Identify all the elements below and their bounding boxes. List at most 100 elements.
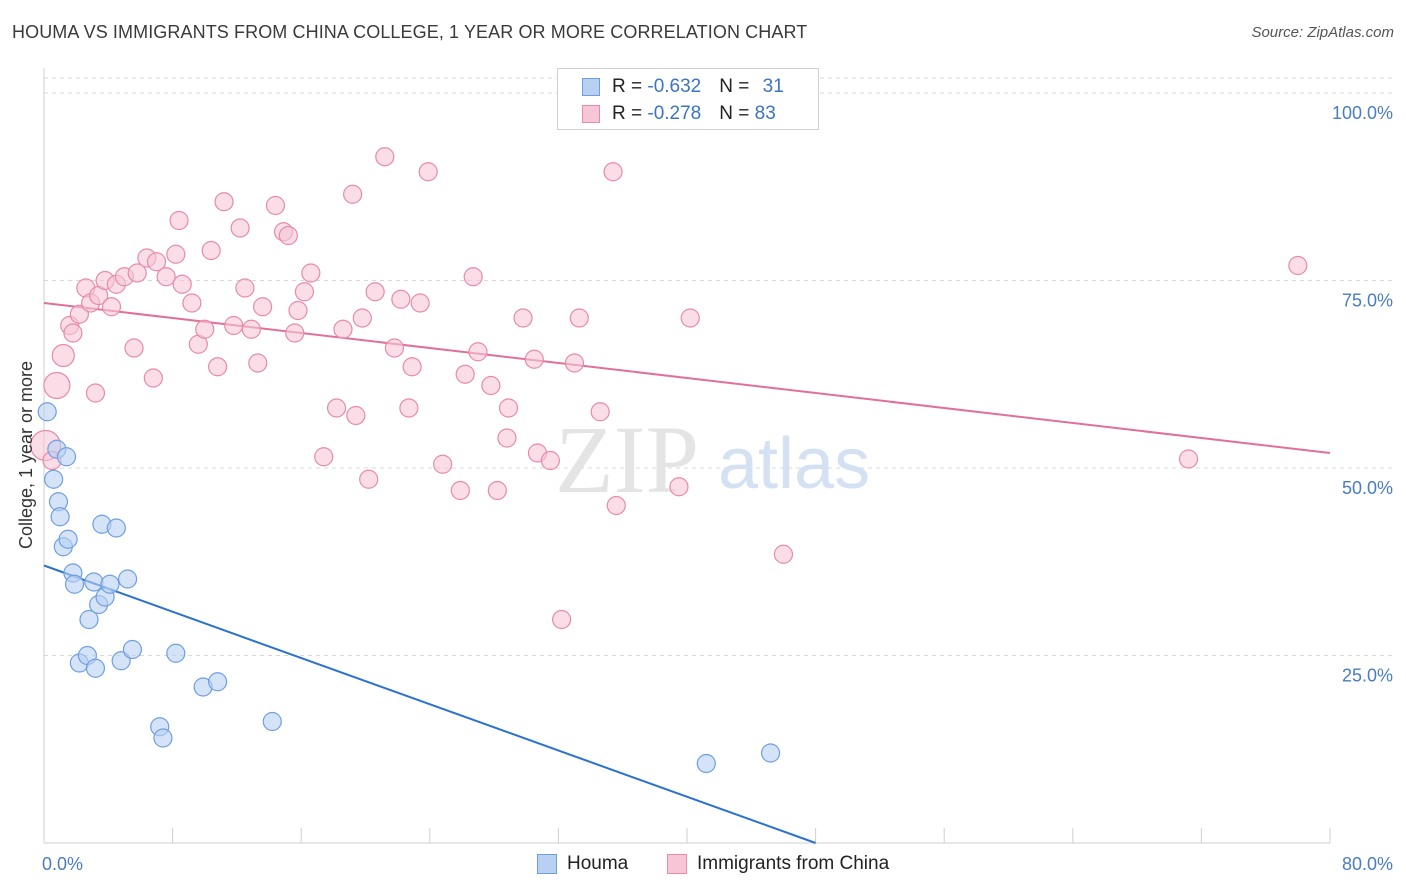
houma-point [119,570,137,588]
watermark-atlas: atlas [718,424,870,504]
china-point [451,482,469,500]
china-point [266,197,284,215]
china-point [488,482,506,500]
china-legend-icon [667,854,687,874]
houma-point [154,729,172,747]
houma-trend-line [44,566,816,844]
china-point [366,283,384,301]
china-point [525,350,543,368]
correlation-legend: R = -0.632 N = 31 R = -0.278 N = 83 [557,68,819,130]
china-point [419,163,437,181]
china-point [553,611,571,629]
china-point [157,268,175,286]
china-point [236,279,254,297]
y-tick-label: 100.0% [1332,103,1393,123]
china-point [385,339,403,357]
china-point [103,298,121,316]
china-point [173,275,191,293]
china-point [514,309,532,327]
houma-point [101,575,119,593]
bottom-legend-china: Immigrants from China [667,852,889,876]
china-n-label: N = [719,103,754,125]
china-swatch-icon [582,105,600,123]
china-point [52,345,74,367]
gridlines [44,78,1392,656]
china-point [289,302,307,320]
china-point [44,373,70,399]
china-point [286,324,304,342]
china-point [1289,257,1307,275]
scatter-chart: ZIP atlas 25.0%50.0%75.0%100.0%0.0% 80.0%… [0,0,1406,892]
china-point [315,448,333,466]
china-point [392,290,410,308]
houma-point [51,508,69,526]
trend-lines [44,303,1330,843]
bottom-legend-houma: Houma [537,852,628,876]
china-point [400,399,418,417]
x-tick-label-max: 80.0% [1342,854,1393,874]
china-point [242,320,260,338]
china-point [482,377,500,395]
china-point [360,470,378,488]
china-r-value: -0.278 [647,103,701,125]
china-point [464,268,482,286]
china-point [167,245,185,263]
houma-point [167,644,185,662]
china-point [347,407,365,425]
china-point [170,212,188,230]
china-point [1180,450,1198,468]
china-point [456,365,474,383]
china-point [209,358,227,376]
china-point [215,193,233,211]
china-point [774,545,792,563]
china-point [225,317,243,335]
china-point [344,185,362,203]
china-point [86,384,104,402]
china-point [498,429,516,447]
china-point [565,354,583,372]
china-point [541,452,559,470]
houma-n-value: 31 [763,76,784,98]
china-point [570,309,588,327]
houma-point [107,519,125,537]
houma-point [38,403,56,421]
china-point [183,294,201,312]
china-point [64,324,82,342]
china-point [231,219,249,237]
houma-legend-icon [537,854,557,874]
china-point [469,343,487,361]
y-tick-label: 75.0% [1342,291,1393,311]
china-point [403,358,421,376]
china-point [500,399,518,417]
watermark: ZIP atlas [555,406,870,513]
houma-point [86,659,104,677]
houma-swatch-icon [582,78,600,96]
x-tick-label-min: 0.0% [42,854,83,874]
houma-n-label: N = [719,76,754,98]
china-point [202,242,220,260]
china-n-value: 83 [755,103,776,125]
china-point [254,298,272,316]
china-point [328,399,346,417]
china-point [295,283,313,301]
y-tick-label: 50.0% [1342,478,1393,498]
houma-point [762,744,780,762]
houma-point [58,448,76,466]
china-point [279,227,297,245]
houma-point [66,575,84,593]
china-point [196,320,214,338]
houma-r-label: R = [612,76,647,98]
houma-point [123,641,141,659]
china-point [607,497,625,515]
china-legend-label: Immigrants from China [697,853,889,875]
china-point [434,455,452,473]
houma-point [697,755,715,773]
china-point [302,264,320,282]
china-point [681,309,699,327]
houma-point [263,713,281,731]
china-point [125,339,143,357]
china-point [249,354,267,372]
houma-point [209,673,227,691]
houma-point [59,530,77,548]
houma-point [45,470,63,488]
